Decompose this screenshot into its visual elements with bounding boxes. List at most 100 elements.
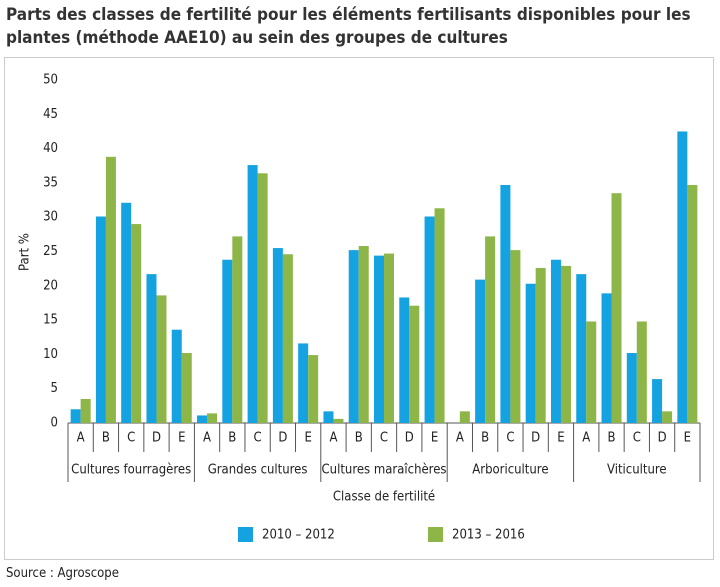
group-label: Arboriculture: [472, 463, 548, 478]
bar: [70, 409, 81, 423]
bar: [586, 321, 597, 423]
chart-title: Parts des classes de fertilité pour les …: [6, 5, 691, 48]
bar: [525, 283, 536, 423]
x-tick-label: E: [557, 431, 564, 446]
bar: [207, 413, 218, 423]
x-tick-label: B: [355, 431, 363, 446]
bar: [535, 267, 546, 423]
x-tick-label: B: [228, 431, 236, 446]
bar: [131, 224, 142, 423]
bar: [121, 202, 132, 423]
bar: [323, 411, 334, 423]
x-tick-label: B: [608, 431, 616, 446]
x-tick-label: A: [582, 431, 590, 446]
x-tick-label: D: [531, 431, 540, 446]
legend-swatch: [428, 527, 443, 542]
x-tick-label: C: [506, 431, 514, 446]
bar: [636, 321, 647, 423]
y-tick-label: 45: [43, 107, 58, 122]
x-tick-label: C: [254, 431, 262, 446]
x-tick-label: D: [278, 431, 287, 446]
bar: [687, 184, 698, 423]
bar: [601, 293, 612, 423]
group-label: Cultures maraîchères: [322, 463, 447, 478]
y-tick-label: 50: [43, 73, 58, 88]
x-tick-label: C: [380, 431, 388, 446]
x-tick-label: E: [178, 431, 185, 446]
bar: [475, 279, 486, 423]
y-tick-label: 20: [43, 278, 58, 293]
bar: [424, 216, 435, 423]
y-tick-label: 30: [43, 210, 58, 225]
x-tick-label: B: [102, 431, 110, 446]
bar: [550, 259, 561, 423]
bar: [434, 208, 445, 423]
bar: [95, 216, 106, 423]
bar: [348, 250, 359, 423]
legend-label: 2010 – 2012: [262, 528, 335, 543]
bar: [459, 411, 470, 423]
legend-swatch: [238, 527, 253, 542]
bar: [611, 193, 622, 423]
y-tick-label: 35: [43, 175, 58, 190]
bar: [358, 246, 369, 423]
bar: [662, 411, 673, 423]
bar: [232, 236, 243, 423]
source: Source : Agroscope: [6, 566, 119, 581]
x-tick-label: D: [152, 431, 161, 446]
x-tick-label: C: [127, 431, 135, 446]
bar: [409, 305, 420, 423]
bar: [171, 329, 182, 423]
group-label: Grandes cultures: [208, 463, 308, 478]
x-tick-label: E: [684, 431, 691, 446]
group-label: Viticulture: [607, 463, 667, 478]
bar: [222, 259, 233, 423]
bar: [652, 379, 663, 423]
bar: [272, 248, 283, 423]
bar: [576, 274, 587, 423]
x-tick-label: A: [329, 431, 337, 446]
x-tick-label: E: [431, 431, 438, 446]
x-tick-label: D: [405, 431, 414, 446]
bar: [560, 265, 571, 423]
bar: [399, 297, 410, 423]
y-tick-label: 25: [43, 244, 58, 259]
x-tick-label: D: [658, 431, 667, 446]
x-tick-label: E: [304, 431, 311, 446]
y-tick-label: 15: [43, 313, 58, 328]
chart-frame: [4, 57, 714, 560]
x-axis-title: Classe de fertilité: [333, 490, 435, 505]
bar: [500, 184, 511, 423]
bar: [298, 343, 309, 423]
bar: [257, 173, 268, 423]
y-tick-label: 0: [51, 416, 58, 431]
y-tick-label: 10: [43, 347, 58, 362]
x-tick-label: A: [456, 431, 464, 446]
bar: [181, 353, 192, 423]
bar: [510, 250, 521, 423]
bar: [105, 156, 116, 423]
y-tick-label: 40: [43, 141, 58, 156]
legend-label: 2013 – 2016: [452, 528, 525, 543]
bar: [197, 415, 208, 423]
bar: [333, 418, 344, 423]
bar: [282, 254, 293, 423]
y-tick-label: 5: [51, 381, 58, 396]
x-tick-label: B: [481, 431, 489, 446]
bar: [247, 165, 258, 423]
y-axis-title: Part %: [18, 233, 33, 271]
x-tick-label: A: [203, 431, 211, 446]
group-label: Cultures fourragères: [71, 463, 191, 478]
bar: [374, 255, 384, 423]
bar: [308, 355, 319, 423]
bar: [146, 274, 157, 423]
bar: [80, 398, 91, 423]
bar: [156, 295, 167, 423]
x-tick-label: A: [77, 431, 85, 446]
bar: [677, 131, 688, 423]
bar: [485, 236, 496, 423]
bar: [384, 253, 394, 423]
bar: [626, 353, 637, 423]
